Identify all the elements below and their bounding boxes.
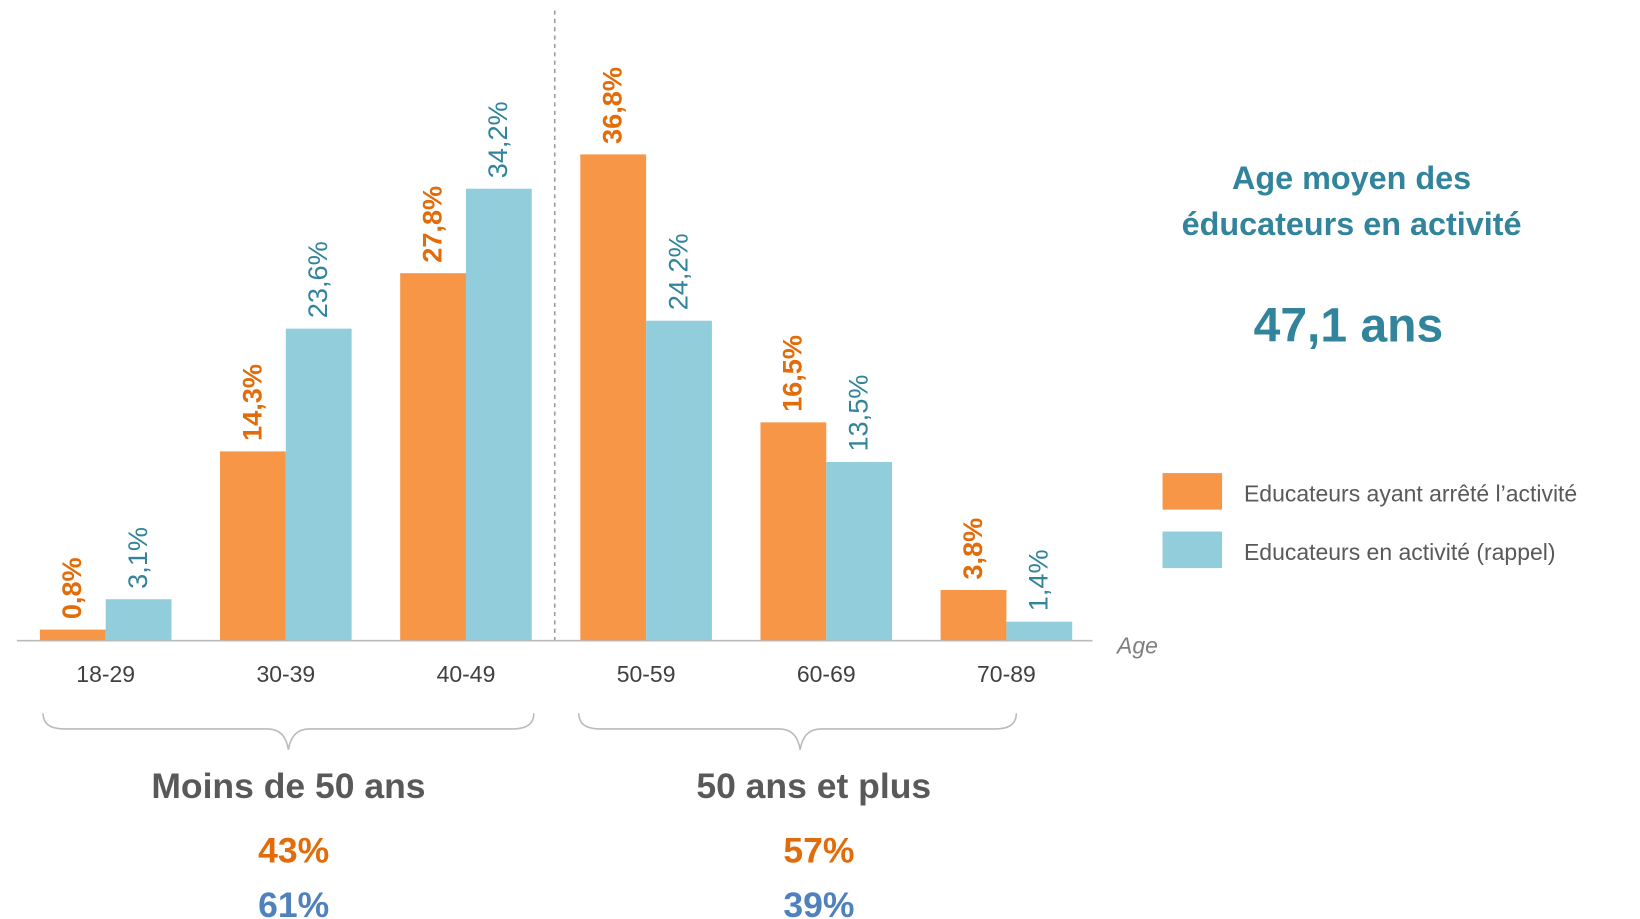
bar	[580, 154, 647, 641]
bar	[646, 320, 712, 641]
bar	[220, 451, 286, 641]
stat-value: 47,1 ans	[1254, 299, 1444, 352]
data-label: 1,4%	[1023, 549, 1054, 611]
legend-label: Educateurs en activité (rappel)	[1244, 539, 1556, 565]
x-axis-label: Age	[1115, 633, 1158, 659]
bar	[940, 590, 1007, 641]
brace	[577, 713, 1018, 750]
x-tick-label: 40-49	[437, 661, 496, 687]
data-label: 3,8%	[957, 518, 988, 580]
data-label: 27,8%	[416, 186, 447, 263]
data-label: 23,6%	[302, 241, 333, 318]
bar	[105, 599, 172, 641]
data-label: 36,8%	[597, 67, 628, 144]
bar	[465, 188, 532, 641]
x-tick-label: 60-69	[797, 661, 856, 687]
group-label: Moins de 50 ans	[151, 766, 425, 806]
data-label: 0,8%	[56, 557, 87, 619]
bar	[1006, 621, 1073, 641]
stat-title: Age moyen des	[1232, 160, 1471, 196]
x-tick-label: 18-29	[76, 661, 135, 687]
group-share: 61%	[258, 885, 329, 919]
bar	[39, 629, 106, 641]
legend-swatch	[1162, 531, 1223, 569]
data-label: 3,1%	[122, 527, 153, 589]
legend-label: Educateurs ayant arrêté l’activité	[1244, 480, 1577, 506]
data-label: 13,5%	[843, 375, 874, 452]
group-share: 43%	[258, 831, 329, 871]
bar	[760, 422, 827, 641]
brace	[42, 713, 535, 750]
bar	[826, 461, 893, 641]
data-label: 14,3%	[236, 364, 267, 441]
bar	[400, 273, 466, 641]
x-tick-label: 30-39	[256, 661, 315, 687]
group-share: 57%	[783, 831, 854, 871]
x-tick-label: 70-89	[977, 661, 1036, 687]
data-label: 16,5%	[777, 335, 808, 412]
data-label: 34,2%	[482, 101, 513, 178]
bar	[285, 328, 352, 641]
group-share: 39%	[783, 885, 854, 919]
data-label: 24,2%	[662, 233, 693, 310]
x-tick-label: 50-59	[617, 661, 676, 687]
stat-title: éducateurs en activité	[1182, 206, 1522, 242]
group-label: 50 ans et plus	[696, 766, 931, 806]
legend-swatch	[1162, 473, 1223, 510]
